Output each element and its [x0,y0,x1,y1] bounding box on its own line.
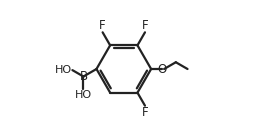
Text: F: F [142,106,148,119]
Text: F: F [99,19,105,32]
Text: F: F [142,19,149,32]
Text: B: B [80,70,88,83]
Text: HO: HO [55,65,72,75]
Text: O: O [157,63,166,75]
Text: HO: HO [75,90,92,100]
